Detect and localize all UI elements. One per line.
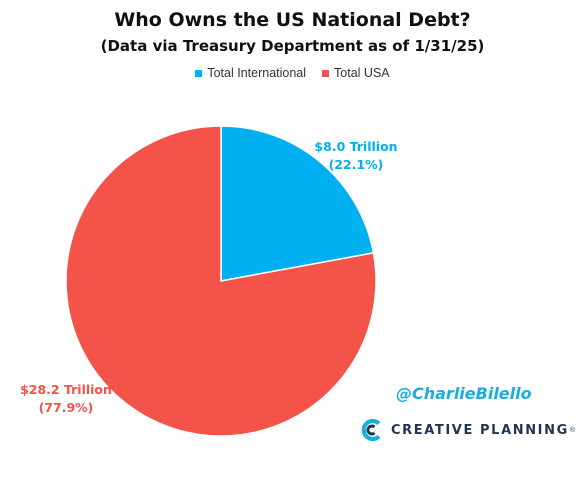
brand-logo-block: CREATIVE PLANNING ® [361,419,575,441]
data-label-value-usa: $28.2 Trillion [20,382,112,397]
pie-slice-international [220,125,375,282]
data-label-percent-international: (22.1%) [329,157,384,172]
creative-planning-logo-icon [361,419,381,441]
legend-swatch-usa [322,69,330,77]
legend-item-usa: Total USA [322,66,390,80]
pie-slice-usa [65,125,377,437]
legend-label-usa: Total USA [334,66,390,80]
chart-subtitle: (Data via Treasury Department as of 1/31… [100,37,485,55]
legend-label-international: Total International [207,66,307,80]
data-label-value-international: $8.0 Trillion [314,139,397,154]
legend-item-international: Total International [195,66,306,80]
chart-legend: Total International Total USA [0,66,585,80]
brand-registered-mark: ® [569,426,576,434]
data-label-percent-usa: (77.9%) [39,400,94,415]
brand-name: CREATIVE PLANNING [391,422,569,438]
chart-title: Who Owns the US National Debt? [114,9,471,31]
author-handle: @CharlieBilello [396,384,532,403]
legend-swatch-international [195,69,203,77]
